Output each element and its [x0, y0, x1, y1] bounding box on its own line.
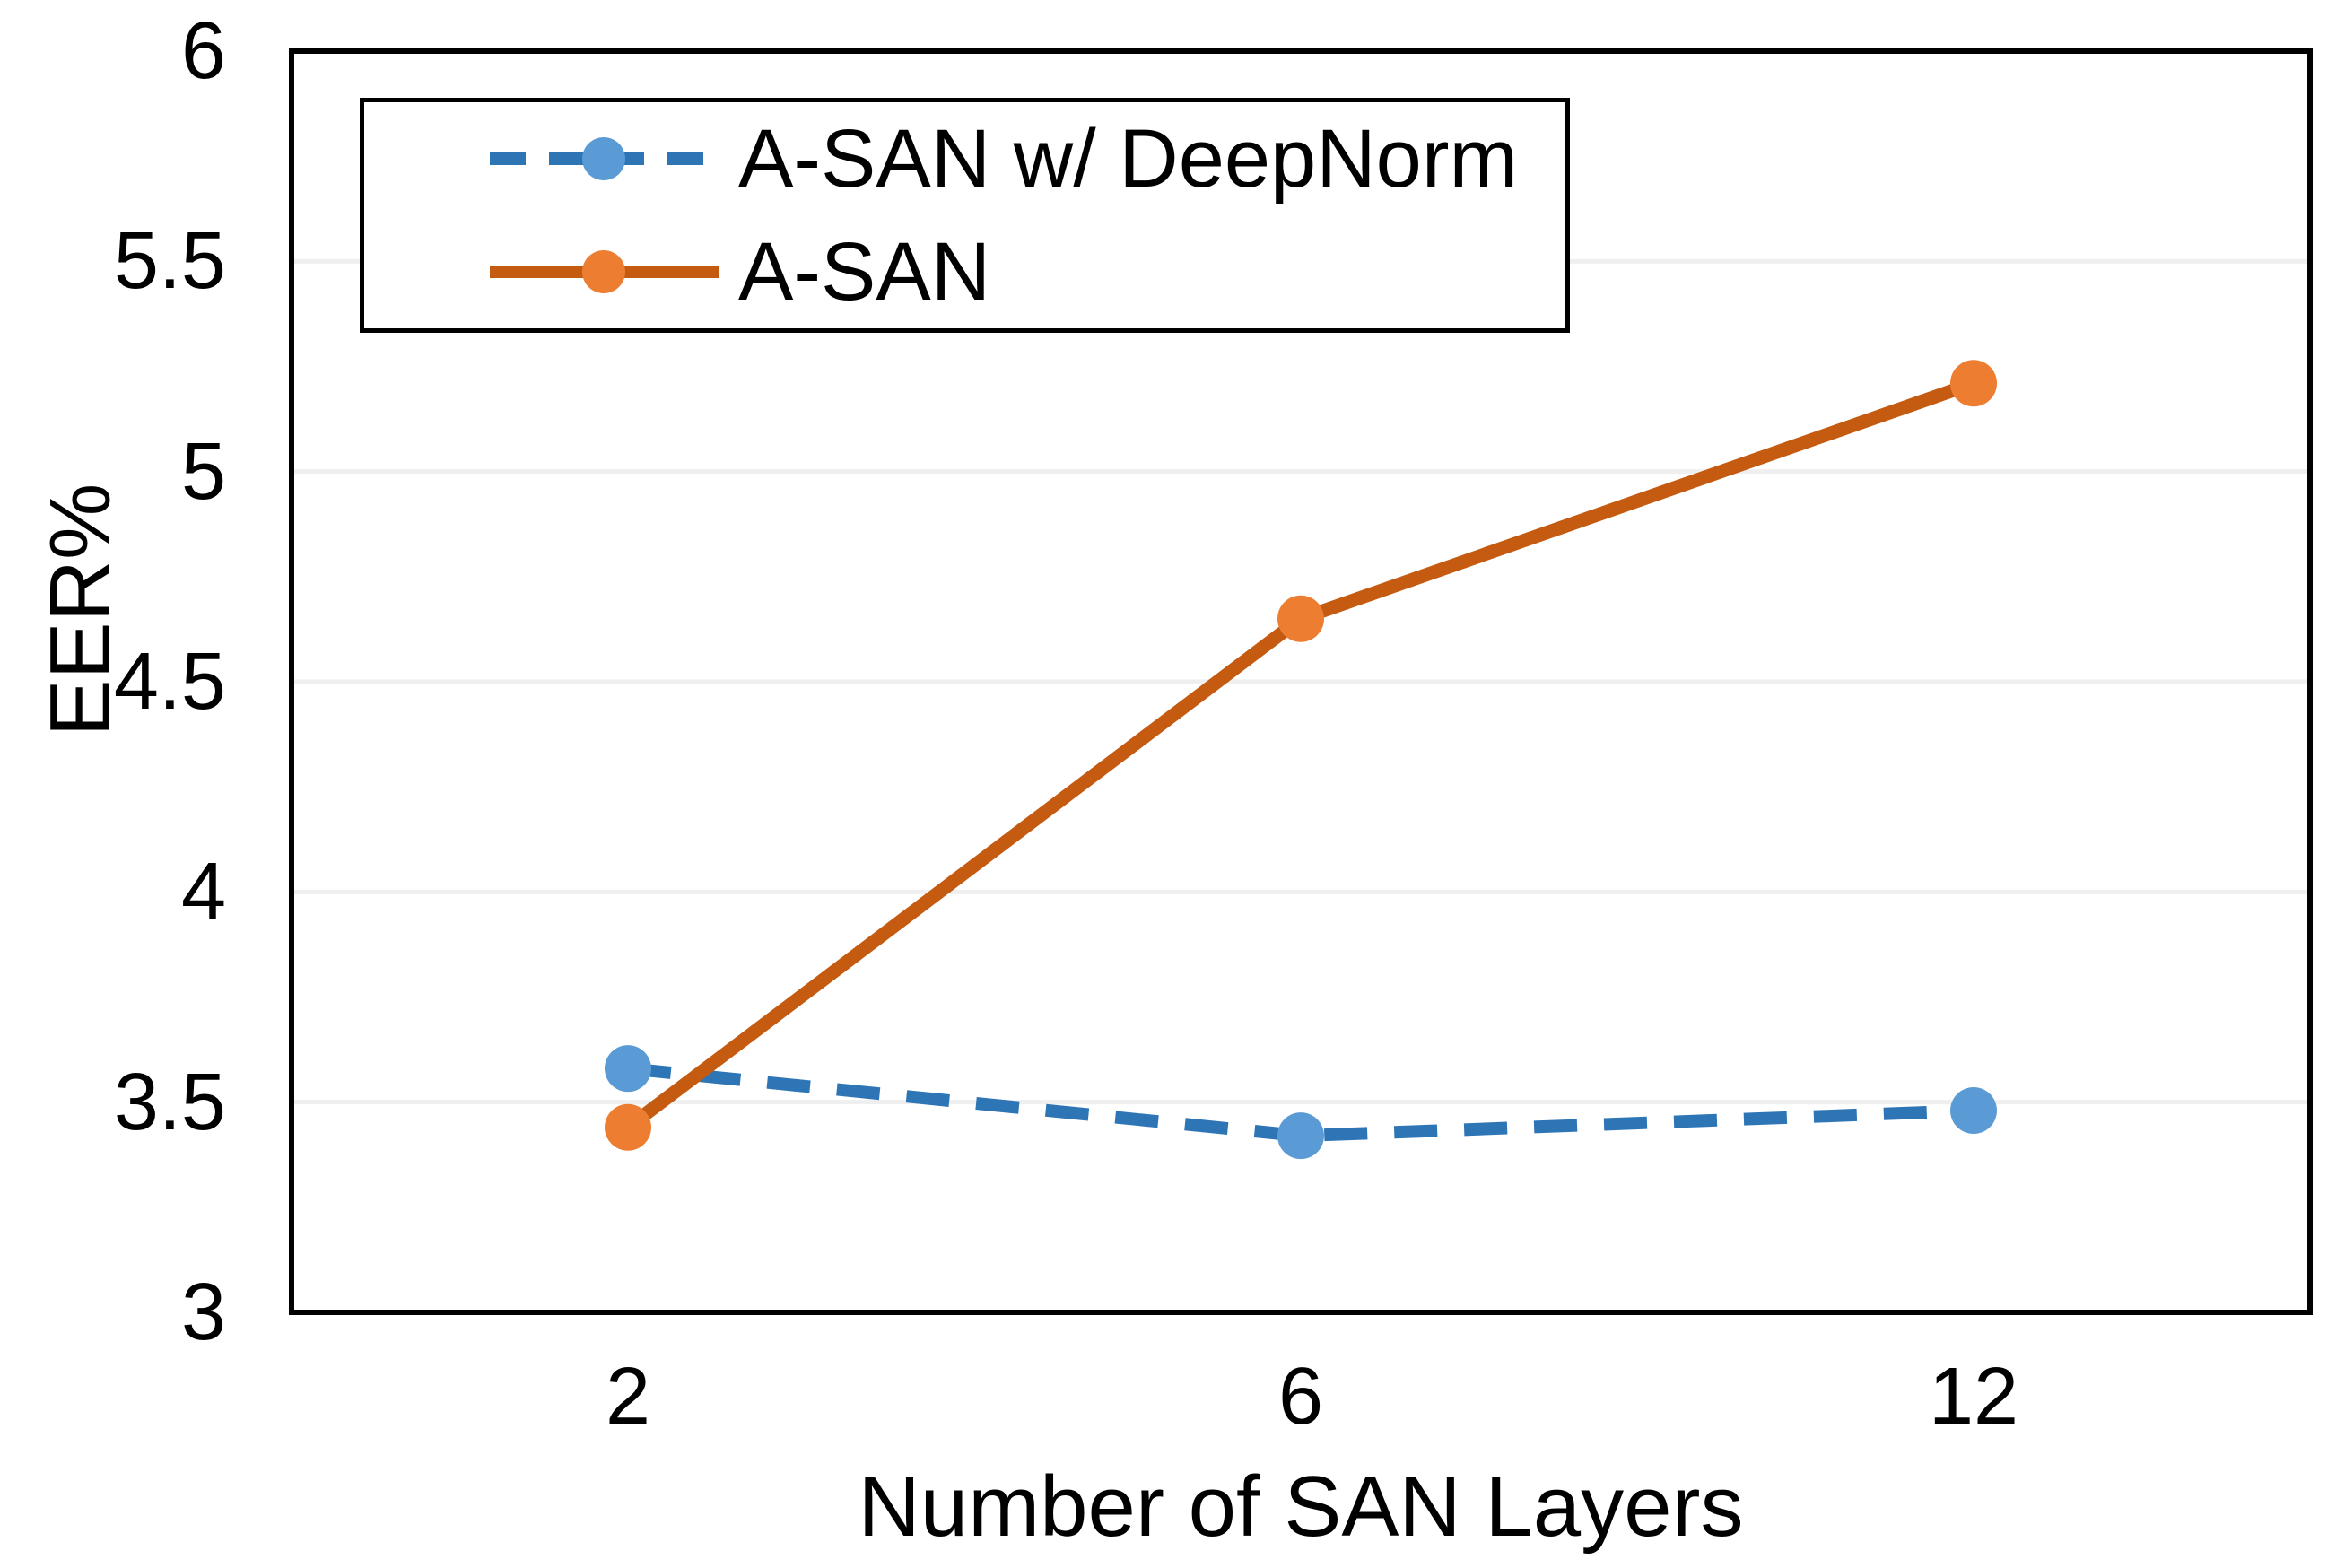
y-tick-label-4: 4 [180, 847, 226, 937]
solid-line-marker-icon [490, 250, 719, 293]
x-tick-label-2: 2 [605, 1352, 651, 1442]
legend: A-SAN w/ DeepNorm A-SAN [360, 98, 1570, 333]
y-tick-label-3: 3 [180, 1267, 226, 1357]
legend-item-a-san-w-deepnorm: A-SAN w/ DeepNorm [490, 114, 1565, 204]
legend-marker-sample [582, 250, 625, 293]
legend-item-a-san: A-SAN [490, 227, 1565, 317]
x-tick-label-12: 12 [1928, 1352, 2019, 1442]
dashed-line-marker-icon [490, 137, 719, 180]
data-point-a-san-x2 [605, 1103, 651, 1151]
data-point-a-san-w-deepnorm-x12 [1950, 1087, 1997, 1135]
y-tick-label-5.5: 5.5 [113, 216, 226, 307]
legend-label: A-SAN w/ DeepNorm [738, 113, 1519, 205]
data-point-a-san-x6 [1277, 595, 1324, 642]
y-tick-label-3.5: 3.5 [113, 1057, 226, 1147]
legend-label: A-SAN [738, 226, 991, 318]
legend-marker-sample [582, 137, 625, 180]
plot-border [289, 48, 2313, 1315]
series-line-a-san-w-deepnorm [627, 1062, 1974, 1143]
data-point-a-san-x12 [1950, 360, 1997, 407]
series-line-a-san [623, 377, 1976, 1133]
data-point-a-san-w-deepnorm-x6 [1277, 1112, 1324, 1160]
x-tick-label-6: 6 [1277, 1352, 1324, 1442]
y-tick-label-5: 5 [180, 426, 226, 517]
y-tick-label-6: 6 [180, 6, 226, 96]
x-axis-title: Number of SAN Layers [858, 1459, 1744, 1555]
y-tick-label-4.5: 4.5 [113, 637, 226, 727]
data-point-a-san-w-deepnorm-x2 [605, 1045, 651, 1093]
